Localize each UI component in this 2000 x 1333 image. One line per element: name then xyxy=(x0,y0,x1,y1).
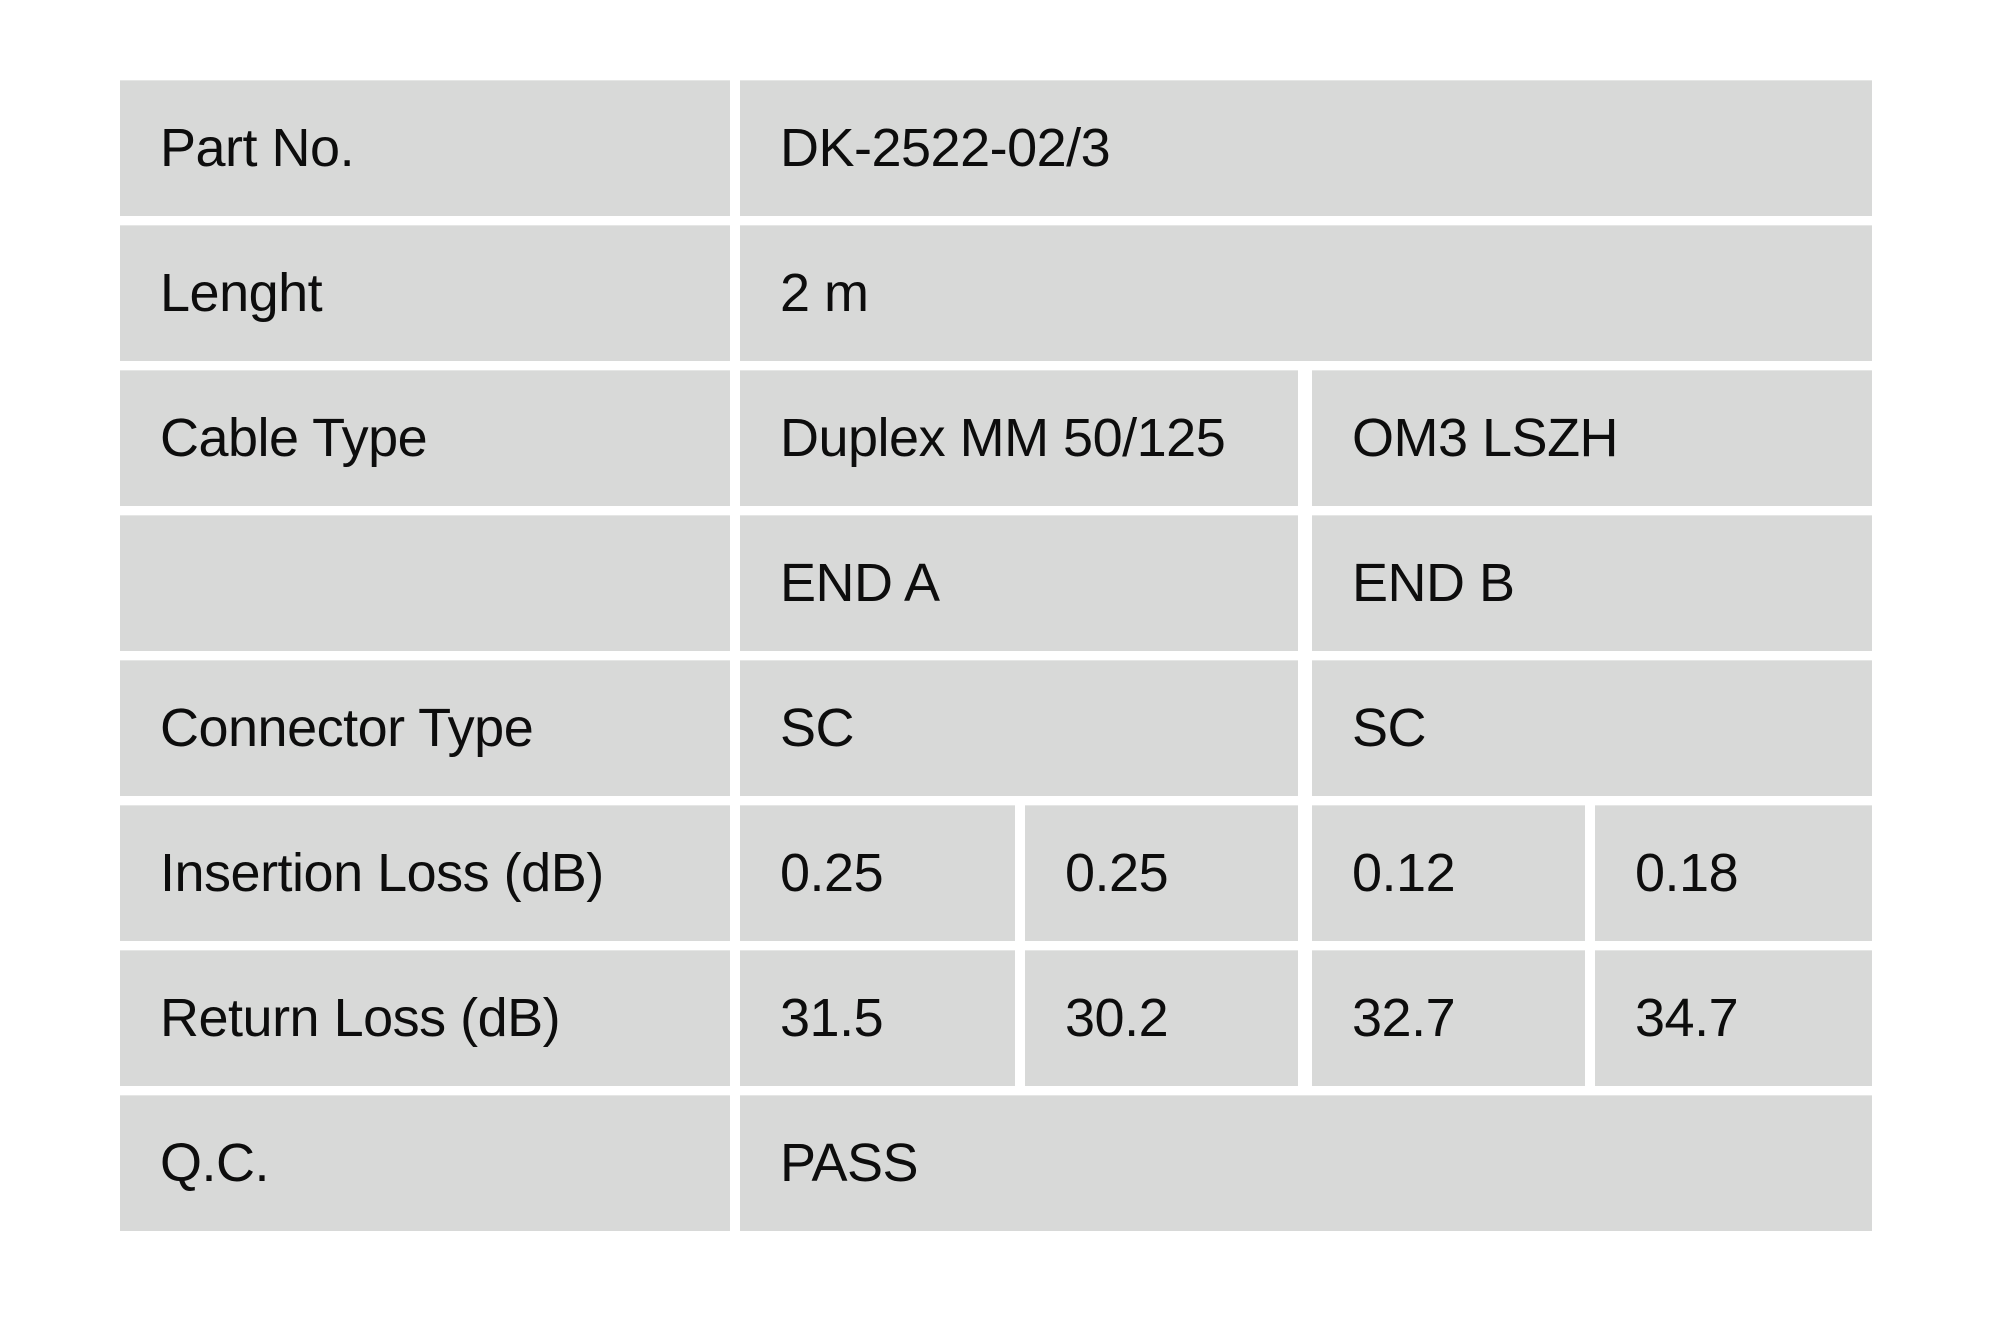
return-loss-end-a-fiber2: 30.2 xyxy=(1025,950,1298,1086)
insertion-loss-label: Insertion Loss (dB) xyxy=(120,805,730,941)
connector-type-end-a-value: SC xyxy=(740,660,1298,796)
ends-header-empty-cell xyxy=(120,515,730,651)
end-b-header: END B xyxy=(1312,515,1872,651)
qc-label: Q.C. xyxy=(120,1095,730,1231)
insertion-loss-end-a-fiber2: 0.25 xyxy=(1025,805,1298,941)
insertion-loss-end-b-fiber2: 0.18 xyxy=(1595,805,1872,941)
end-a-header: END A xyxy=(740,515,1298,651)
return-loss-end-b-fiber1: 32.7 xyxy=(1312,950,1585,1086)
insertion-loss-end-a-fiber1: 0.25 xyxy=(740,805,1015,941)
cable-type-end-a-value: Duplex MM 50/125 xyxy=(740,370,1298,506)
cable-type-label: Cable Type xyxy=(120,370,730,506)
part-no-value: DK-2522-02/3 xyxy=(740,80,1872,216)
return-loss-label: Return Loss (dB) xyxy=(120,950,730,1086)
return-loss-end-a-fiber1: 31.5 xyxy=(740,950,1015,1086)
return-loss-end-b-fiber2: 34.7 xyxy=(1595,950,1872,1086)
length-value: 2 m xyxy=(740,225,1872,361)
cable-type-end-b-value: OM3 LSZH xyxy=(1312,370,1872,506)
length-label: Lenght xyxy=(120,225,730,361)
insertion-loss-end-b-fiber1: 0.12 xyxy=(1312,805,1585,941)
part-no-label: Part No. xyxy=(120,80,730,216)
spec-table: Part No. DK-2522-02/3 Lenght 2 m Cable T… xyxy=(120,80,1872,1231)
qc-value: PASS xyxy=(740,1095,1872,1231)
connector-type-end-b-value: SC xyxy=(1312,660,1872,796)
connector-type-label: Connector Type xyxy=(120,660,730,796)
